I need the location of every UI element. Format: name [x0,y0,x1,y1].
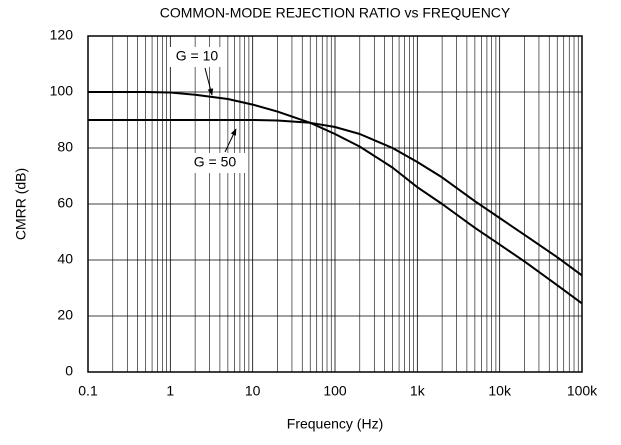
y-tick-label: 40 [57,251,73,267]
x-tick-label: 100k [567,383,598,399]
series-label: G = 50 [194,154,237,170]
label-arrow [224,128,237,153]
x-tick-label: 10 [245,383,261,399]
y-tick-label: 20 [57,307,73,323]
x-axis-label: Frequency (Hz) [287,416,383,432]
label-background [167,47,227,67]
y-tick-label: 80 [57,139,73,155]
label-background [185,153,245,173]
series-line [88,119,583,277]
series-line [88,91,583,305]
y-tick-label: 120 [50,27,74,43]
x-tick-label: 1k [410,383,426,399]
label-arrow [204,67,214,96]
y-tick-label: 0 [65,363,73,379]
x-tick-label: 0.1 [78,383,98,399]
y-tick-label: 60 [57,195,73,211]
x-tick-label: 100 [323,383,347,399]
plot-frame [87,35,583,373]
series-label: G = 10 [176,48,219,64]
chart-title: COMMON-MODE REJECTION RATIO vs FREQUENCY [160,5,511,21]
y-axis-label: CMRR (dB) [13,168,29,240]
y-tick-label: 100 [50,83,74,99]
x-tick-label: 1 [166,383,174,399]
x-tick-label: 10k [488,383,512,399]
